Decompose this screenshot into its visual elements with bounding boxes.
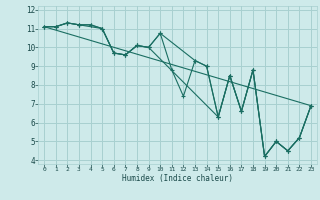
X-axis label: Humidex (Indice chaleur): Humidex (Indice chaleur) <box>122 174 233 183</box>
